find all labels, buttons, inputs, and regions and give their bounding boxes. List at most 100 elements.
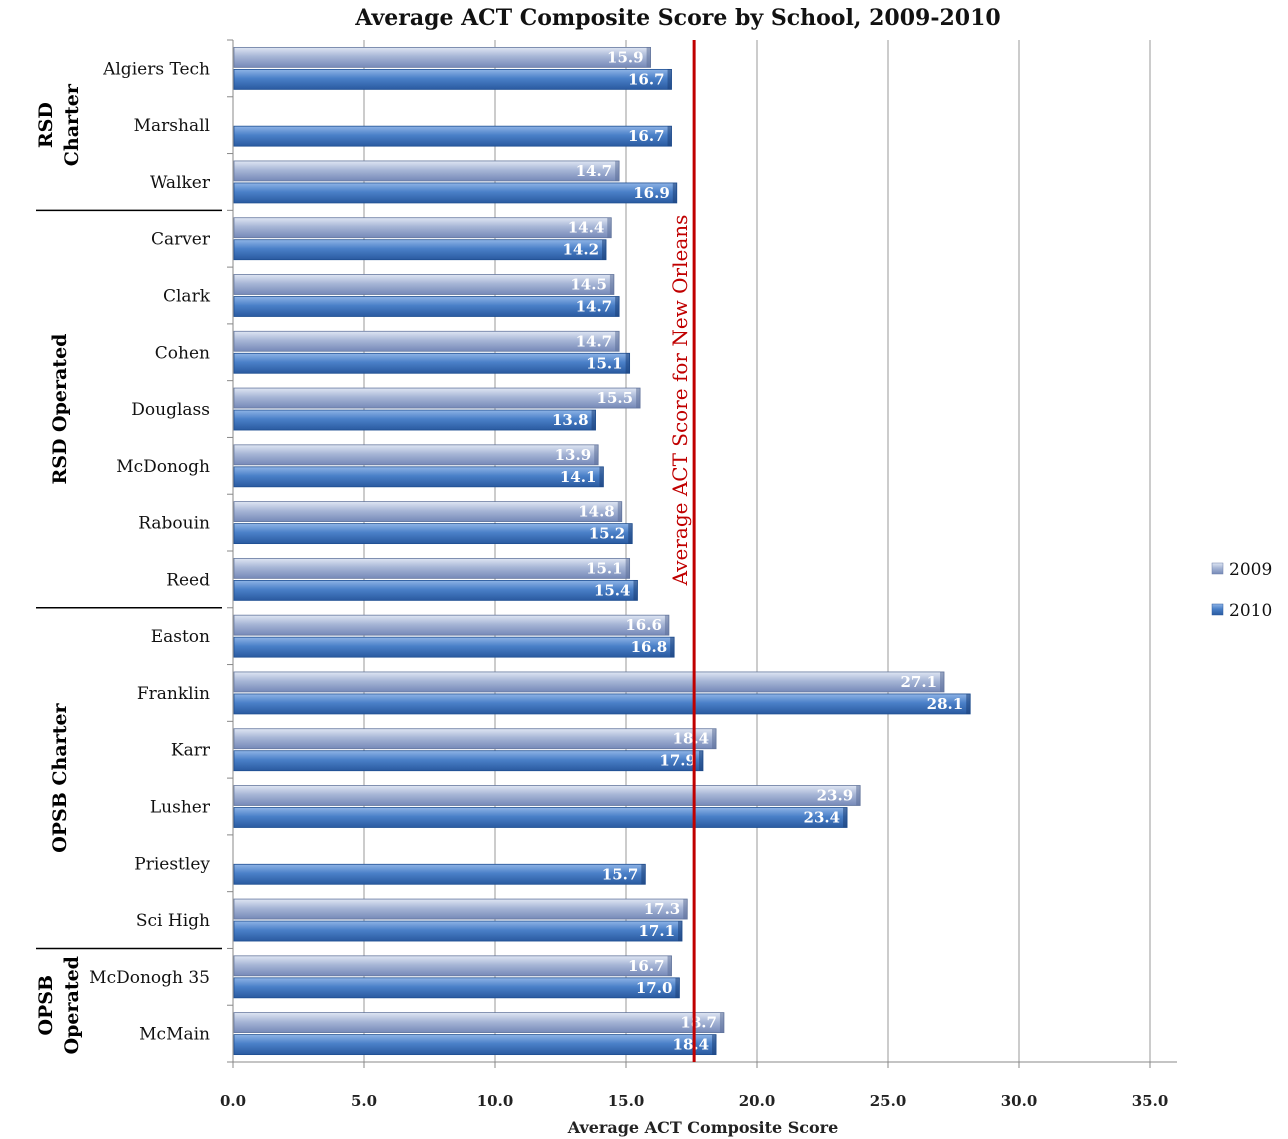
bars <box>233 46 971 1056</box>
bar-2010 <box>233 807 848 828</box>
category-label: Cohen <box>155 343 210 363</box>
bar-end-cap-2010 <box>966 693 971 714</box>
bar-2009 <box>233 785 861 806</box>
value-label-2010: 17.0 <box>636 979 673 997</box>
bar-end-cap-2009 <box>607 217 612 238</box>
group-label: Operated <box>61 956 83 1054</box>
bar-end-cap-2009 <box>615 160 620 181</box>
category-label: Reed <box>166 570 210 590</box>
category-label: McMain <box>139 1025 210 1045</box>
value-label-2009: 14.5 <box>570 276 607 294</box>
axes <box>227 39 1177 1068</box>
value-label-2010: 15.2 <box>589 525 626 543</box>
bar-2009 <box>233 46 651 68</box>
x-tick-label: 30.0 <box>1001 1092 1038 1110</box>
group-label: OPSB <box>35 975 57 1036</box>
bar-end-cap-2009 <box>940 671 945 692</box>
bar-2010 <box>233 352 631 374</box>
reference-line: Average ACT Score for New Orleans <box>668 40 696 1062</box>
value-label-2009: 18.7 <box>680 1014 717 1032</box>
bar-2009 <box>233 557 631 579</box>
category-label: Priestley <box>134 854 210 874</box>
bar-end-cap-2009 <box>667 955 672 976</box>
value-label-2009: 16.7 <box>628 957 665 975</box>
value-label-2010: 14.2 <box>562 241 599 259</box>
bar-2009 <box>233 1012 725 1034</box>
value-label-2010: 17.1 <box>638 922 675 940</box>
bar-end-cap-2010 <box>843 807 848 828</box>
value-label-2009: 14.4 <box>568 219 605 237</box>
bar-end-cap-2010 <box>599 466 604 487</box>
reference-line-label: Average ACT Score for New Orleans <box>668 215 692 587</box>
bar-end-cap-2010 <box>667 69 672 90</box>
value-label-2009: 18.4 <box>673 730 710 748</box>
bar-end-cap-2009 <box>712 728 717 749</box>
value-label-2010: 14.1 <box>560 468 597 486</box>
bar-end-cap-2009 <box>646 47 651 68</box>
bar-end-cap-2009 <box>615 331 620 352</box>
value-label-2009: 14.8 <box>578 503 615 521</box>
category-label: Franklin <box>137 684 210 704</box>
bar-2010 <box>233 466 604 488</box>
value-label-2010: 18.4 <box>673 1036 710 1054</box>
bar-2010 <box>233 182 678 204</box>
bar-end-cap-2009 <box>664 615 669 636</box>
bar-end-cap-2009 <box>719 1012 724 1033</box>
x-tick-label: 5.0 <box>351 1092 377 1110</box>
value-label-2009: 15.1 <box>586 559 623 577</box>
bar-end-cap-2010 <box>615 296 620 317</box>
bar-2010 <box>233 693 971 715</box>
bar-2009 <box>233 274 615 295</box>
value-label-2009: 15.9 <box>607 48 644 66</box>
bar-2010 <box>233 125 672 147</box>
chart-title: Average ACT Composite Score by School, 2… <box>354 5 1000 31</box>
bar-2010 <box>233 239 607 261</box>
legend-label-2009: 2009 <box>1229 560 1272 580</box>
value-label-2010: 28.1 <box>927 695 964 713</box>
legend: 2009 2010 <box>1211 560 1272 621</box>
x-tick-label: 10.0 <box>477 1092 514 1110</box>
bar-2009 <box>233 501 623 523</box>
value-label-2010: 16.7 <box>628 127 665 145</box>
category-label: McDonogh <box>116 457 210 477</box>
bar-2009 <box>233 217 612 239</box>
bar-end-cap-2009 <box>636 388 641 409</box>
value-label-2010: 16.7 <box>628 70 665 88</box>
group-labels: RSD Charter RSD Operated OPSB Charter OPSB Op… <box>35 83 222 1054</box>
bar-2009 <box>233 387 641 409</box>
bar-2010 <box>233 1034 717 1056</box>
bar-2010 <box>233 636 675 658</box>
x-tick-label: 35.0 <box>1132 1092 1169 1110</box>
bar-end-cap-2010 <box>678 921 683 942</box>
category-label: Marshall <box>134 116 210 136</box>
bar-2010 <box>233 920 683 942</box>
bar-2009 <box>233 671 945 693</box>
category-label: Karr <box>171 741 211 761</box>
x-axis-title: Average ACT Composite Score <box>567 1118 839 1137</box>
bar-2009 <box>233 728 717 750</box>
bar-end-cap-2009 <box>625 558 630 579</box>
bar-2009 <box>233 444 599 466</box>
bar-2010 <box>233 579 638 601</box>
bar-2010 <box>233 409 596 431</box>
bar-end-cap-2010 <box>672 182 677 203</box>
bar-2010 <box>233 296 620 317</box>
value-label-2009: 17.3 <box>644 900 681 918</box>
value-label-2010: 15.7 <box>602 865 639 883</box>
value-label-2010: 15.4 <box>594 581 631 599</box>
value-label-2010: 16.8 <box>631 638 668 656</box>
bar-end-cap-2010 <box>670 637 675 658</box>
bar-2009 <box>233 955 672 977</box>
category-label: Walker <box>150 173 211 193</box>
x-tick-label: 20.0 <box>739 1092 776 1110</box>
category-label: McDonogh 35 <box>89 968 210 988</box>
bar-2010 <box>233 68 672 90</box>
category-labels: Algiers Tech Marshall Walker Carver Clark Coh… <box>89 59 211 1044</box>
gridlines <box>363 40 1151 1062</box>
value-label-2009: 27.1 <box>900 673 937 691</box>
value-label-2009: 16.6 <box>625 616 662 634</box>
category-label: Lusher <box>150 798 211 818</box>
value-label-2010: 13.8 <box>552 411 589 429</box>
value-label-2009: 15.5 <box>597 389 634 407</box>
